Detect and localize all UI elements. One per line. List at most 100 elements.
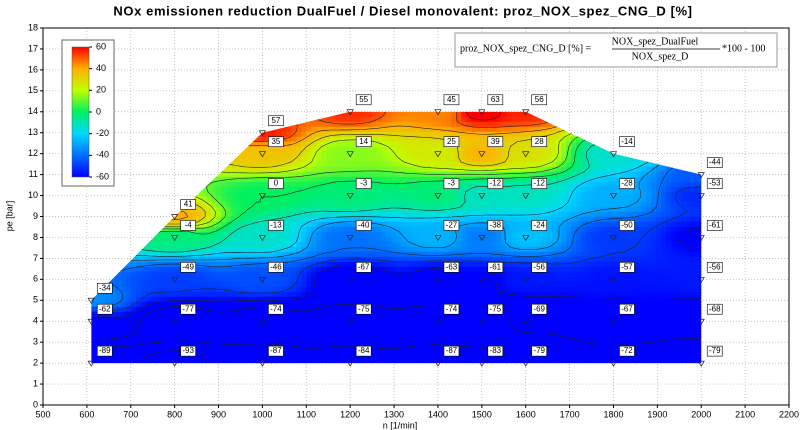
field-cell	[321, 156, 327, 163]
field-cell	[246, 246, 252, 253]
field-cell	[226, 111, 232, 118]
field-cell	[381, 216, 387, 223]
field-cell	[431, 311, 437, 318]
field-cell	[226, 291, 232, 298]
field-cell	[461, 111, 467, 118]
field-cell	[341, 236, 347, 243]
field-cell	[521, 256, 527, 263]
field-cell	[641, 121, 647, 128]
field-cell	[216, 311, 222, 318]
field-cell	[501, 246, 507, 253]
field-cell	[316, 261, 322, 268]
field-cell	[496, 291, 502, 298]
field-cell	[576, 301, 582, 308]
field-cell	[666, 186, 672, 193]
field-cell	[286, 176, 292, 183]
field-cell	[661, 181, 667, 188]
field-cell	[241, 186, 247, 193]
field-cell	[381, 296, 387, 303]
field-cell	[696, 291, 702, 298]
field-cell	[231, 211, 237, 218]
field-cell	[241, 136, 247, 143]
field-cell	[296, 216, 302, 223]
field-cell	[616, 121, 622, 128]
field-cell	[406, 276, 412, 283]
field-cell	[576, 116, 582, 123]
field-cell	[536, 206, 542, 213]
field-cell	[296, 236, 302, 243]
field-cell	[376, 241, 382, 248]
field-cell	[181, 271, 187, 278]
field-cell	[456, 241, 462, 248]
field-cell	[421, 281, 427, 288]
field-cell	[556, 196, 562, 203]
field-cell	[506, 166, 512, 173]
field-cell	[326, 201, 332, 208]
field-cell	[166, 116, 172, 123]
field-cell	[221, 136, 227, 143]
field-cell	[251, 146, 257, 153]
field-cell	[121, 256, 127, 263]
field-cell	[206, 266, 212, 273]
field-cell	[121, 281, 127, 288]
field-cell	[291, 191, 297, 198]
field-cell	[586, 196, 592, 203]
field-cell	[286, 241, 292, 248]
field-cell	[606, 286, 612, 293]
field-cell	[496, 256, 502, 263]
field-cell	[316, 156, 322, 163]
field-cell	[156, 196, 162, 203]
field-cell	[501, 276, 507, 283]
field-cell	[116, 116, 122, 123]
field-cell	[526, 111, 532, 118]
field-cell	[461, 311, 467, 318]
field-cell	[206, 171, 212, 178]
field-cell	[451, 231, 457, 238]
field-cell	[336, 131, 342, 138]
field-cell	[296, 256, 302, 263]
field-cell	[446, 156, 452, 163]
field-cell	[601, 126, 607, 133]
field-cell	[376, 216, 382, 223]
field-cell	[596, 191, 602, 198]
field-cell	[416, 266, 422, 273]
field-cell	[396, 136, 402, 143]
field-cell	[601, 296, 607, 303]
field-cell	[291, 171, 297, 178]
field-cell	[636, 226, 642, 233]
field-cell	[636, 166, 642, 173]
field-cell	[546, 166, 552, 173]
field-cell	[461, 206, 467, 213]
field-cell	[401, 201, 407, 208]
field-cell	[346, 161, 352, 168]
field-cell	[466, 121, 472, 128]
field-cell	[311, 121, 317, 128]
field-cell	[561, 251, 567, 258]
field-cell	[671, 291, 677, 298]
field-cell	[251, 276, 257, 283]
field-cell	[486, 161, 492, 168]
field-cell	[631, 146, 637, 153]
field-cell	[401, 266, 407, 273]
field-cell	[476, 111, 482, 118]
field-cell	[586, 231, 592, 238]
field-cell	[621, 271, 627, 278]
field-cell	[321, 226, 327, 233]
field-cell	[156, 121, 162, 128]
field-cell	[211, 246, 217, 253]
field-cell	[146, 206, 152, 213]
field-cell	[486, 211, 492, 218]
field-cell	[391, 266, 397, 273]
field-cell	[671, 141, 677, 148]
field-cell	[566, 116, 572, 123]
field-cell	[341, 186, 347, 193]
field-cell	[636, 296, 642, 303]
field-cell	[281, 156, 287, 163]
field-cell	[491, 216, 497, 223]
field-cell	[301, 121, 307, 128]
field-cell	[596, 176, 602, 183]
field-cell	[121, 261, 127, 268]
field-cell	[556, 191, 562, 198]
field-cell	[121, 181, 127, 188]
field-cell	[366, 246, 372, 253]
